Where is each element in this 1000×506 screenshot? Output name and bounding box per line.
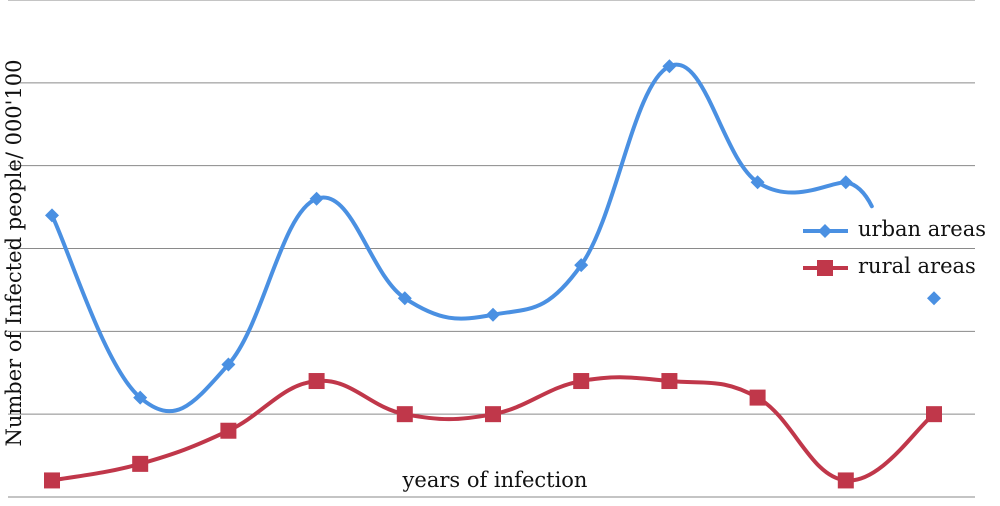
y-axis-label: Number of Infected people/ 000'100 bbox=[2, 59, 26, 447]
data-point-urban bbox=[397, 291, 412, 306]
data-point-rural bbox=[926, 406, 942, 423]
data-point-urban bbox=[927, 291, 941, 306]
series-markers bbox=[44, 59, 942, 489]
x-axis-label: years of infection bbox=[402, 468, 588, 492]
data-point-rural bbox=[396, 406, 413, 423]
legend-marker-urban bbox=[818, 224, 832, 238]
data-point-urban bbox=[750, 175, 765, 190]
data-point-rural bbox=[661, 373, 678, 390]
data-point-urban bbox=[838, 175, 853, 190]
data-point-rural bbox=[485, 406, 501, 423]
series-line-rural bbox=[50, 375, 936, 483]
data-point-urban bbox=[221, 357, 236, 372]
legend-label-rural: rural areas bbox=[858, 254, 976, 278]
data-point-rural bbox=[132, 455, 149, 472]
data-point-rural bbox=[220, 422, 237, 439]
data-point-rural bbox=[573, 373, 590, 390]
data-point-urban bbox=[309, 191, 324, 206]
legend-label-urban: urban areas bbox=[858, 217, 987, 241]
gridlines bbox=[8, 0, 975, 498]
data-point-urban bbox=[662, 59, 677, 74]
data-point-rural bbox=[749, 389, 766, 406]
data-point-rural bbox=[837, 472, 854, 489]
data-point-rural bbox=[308, 373, 325, 390]
data-point-urban bbox=[45, 208, 59, 223]
data-point-rural bbox=[44, 472, 60, 489]
series-line-urban-tail bbox=[843, 180, 874, 209]
data-point-urban bbox=[133, 390, 148, 405]
legend-marker-rural bbox=[817, 260, 833, 276]
legend bbox=[803, 224, 848, 276]
series-line-urban bbox=[50, 62, 848, 414]
data-point-urban bbox=[574, 258, 589, 273]
data-point-urban bbox=[486, 307, 500, 322]
